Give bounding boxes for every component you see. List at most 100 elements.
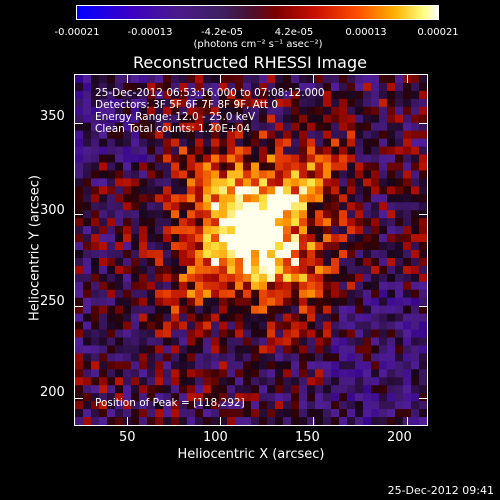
heatmap-cell bbox=[379, 409, 388, 418]
heatmap-cell bbox=[315, 385, 324, 394]
heatmap-cell bbox=[267, 122, 276, 132]
heatmap-cell bbox=[355, 162, 364, 172]
heatmap-cell bbox=[331, 250, 340, 259]
heatmap-cell bbox=[395, 337, 404, 347]
heatmap-cell bbox=[83, 353, 92, 362]
heatmap-cell bbox=[315, 369, 324, 378]
heatmap-cell bbox=[195, 305, 204, 315]
heatmap-cell bbox=[275, 218, 284, 227]
heatmap-cell bbox=[235, 385, 244, 394]
heatmap-cell bbox=[275, 146, 284, 156]
heatmap-cell bbox=[227, 234, 236, 243]
heatmap-cell bbox=[107, 393, 116, 402]
heatmap-cell bbox=[155, 242, 164, 251]
heatmap-cell bbox=[123, 377, 132, 386]
heatmap-cell bbox=[171, 186, 180, 195]
heatmap-cell bbox=[323, 75, 332, 84]
heatmap-cell bbox=[211, 202, 220, 211]
heatmap-cell bbox=[323, 401, 332, 410]
heatmap-cell bbox=[411, 281, 420, 291]
heatmap-cell bbox=[403, 393, 412, 402]
heatmap-cell bbox=[187, 170, 196, 179]
heatmap-cell bbox=[115, 337, 124, 347]
heatmap-cell bbox=[195, 162, 204, 172]
heatmap-cell bbox=[243, 146, 252, 156]
heatmap-cell bbox=[219, 313, 228, 323]
heatmap-cell bbox=[99, 281, 108, 291]
heatmap-cell bbox=[195, 265, 204, 275]
heatmap-cell bbox=[339, 329, 348, 339]
heatmap-cell bbox=[275, 329, 284, 339]
heatmap-cell bbox=[347, 329, 356, 339]
heatmap-cell bbox=[387, 289, 396, 299]
heatmap-cell bbox=[147, 242, 156, 251]
heatmap-cell bbox=[395, 130, 404, 140]
heatmap-cell bbox=[347, 353, 356, 362]
heatmap-cell bbox=[419, 130, 427, 140]
heatmap-cell bbox=[259, 369, 268, 378]
heatmap-cell bbox=[155, 250, 164, 259]
heatmap-cell bbox=[227, 281, 236, 291]
heatmap-cell bbox=[315, 401, 324, 410]
heatmap-cell bbox=[339, 154, 348, 164]
heatmap-cell bbox=[307, 122, 316, 132]
heatmap-cell bbox=[99, 250, 108, 259]
heatmap-cell bbox=[267, 409, 276, 418]
heatmap-cell bbox=[147, 178, 156, 187]
heatmap-cell bbox=[339, 162, 348, 172]
heatmap-cell bbox=[291, 417, 300, 425]
heatmap-cell bbox=[179, 234, 188, 243]
heatmap-cell bbox=[203, 130, 212, 140]
heatmap-cell bbox=[291, 345, 300, 354]
heatmap-cell bbox=[91, 265, 100, 275]
heatmap bbox=[75, 75, 427, 425]
chart-title: Reconstructed RHESSI Image bbox=[133, 53, 367, 72]
heatmap-cell bbox=[307, 417, 316, 425]
heatmap-cell bbox=[299, 401, 308, 410]
heatmap-cell bbox=[259, 385, 268, 394]
heatmap-cell bbox=[235, 297, 244, 307]
heatmap-cell bbox=[315, 337, 324, 347]
heatmap-cell bbox=[195, 257, 204, 267]
heatmap-cell bbox=[179, 313, 188, 323]
heatmap-cell bbox=[83, 242, 92, 251]
heatmap-cell bbox=[299, 90, 308, 100]
heatmap-cell bbox=[107, 106, 116, 116]
heatmap-cell bbox=[235, 409, 244, 418]
heatmap-cell bbox=[315, 329, 324, 339]
heatmap-cell bbox=[251, 297, 260, 307]
heatmap-cell bbox=[235, 377, 244, 386]
heatmap-cell bbox=[227, 361, 236, 370]
heatmap-cell bbox=[395, 98, 404, 108]
heatmap-cell bbox=[339, 265, 348, 275]
heatmap-cell bbox=[403, 98, 412, 108]
heatmap-cell bbox=[331, 305, 340, 315]
heatmap-cell bbox=[259, 361, 268, 370]
heatmap-cell bbox=[275, 305, 284, 315]
heatmap-cell bbox=[331, 289, 340, 299]
heatmap-cell bbox=[267, 218, 276, 227]
heatmap-cell bbox=[291, 305, 300, 315]
heatmap-cell bbox=[203, 265, 212, 275]
heatmap-cell bbox=[243, 202, 252, 211]
heatmap-cell bbox=[355, 242, 364, 251]
heatmap-cell bbox=[187, 90, 196, 100]
heatmap-cell bbox=[275, 345, 284, 354]
heatmap-cell bbox=[91, 98, 100, 108]
heatmap-cell bbox=[179, 361, 188, 370]
heatmap-cell bbox=[395, 194, 404, 203]
heatmap-cell bbox=[339, 250, 348, 259]
heatmap-cell bbox=[75, 170, 84, 179]
heatmap-cell bbox=[411, 242, 420, 251]
heatmap-cell bbox=[299, 281, 308, 291]
heatmap-cell bbox=[323, 170, 332, 179]
heatmap-cell bbox=[267, 154, 276, 164]
heatmap-cell bbox=[147, 417, 156, 425]
heatmap-cell bbox=[195, 114, 204, 124]
heatmap-cell bbox=[75, 401, 84, 410]
heatmap-cell bbox=[75, 146, 84, 156]
heatmap-cell bbox=[83, 234, 92, 243]
heatmap-cell bbox=[323, 234, 332, 243]
heatmap-cell bbox=[347, 234, 356, 243]
heatmap-cell bbox=[99, 369, 108, 378]
